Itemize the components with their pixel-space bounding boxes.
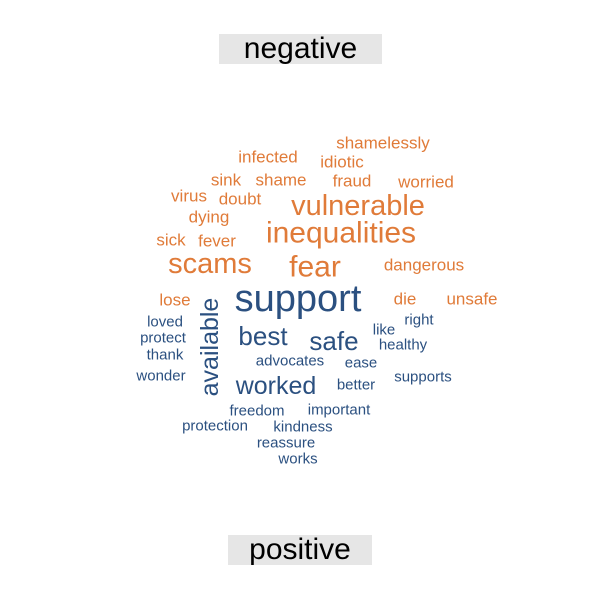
word-advocates: advocates <box>256 353 324 370</box>
word-reassure: reassure <box>257 435 315 452</box>
word-better: better <box>337 377 375 394</box>
word-protection: protection <box>182 418 248 435</box>
word-safe: safe <box>309 326 358 356</box>
word-scams: scams <box>168 248 252 280</box>
word-protect: protect <box>140 330 187 347</box>
word-support: support <box>235 278 362 320</box>
word-doubt: doubt <box>219 190 262 209</box>
word-thank: thank <box>147 347 184 364</box>
word-unsafe: unsafe <box>446 290 497 309</box>
word-best: best <box>238 321 288 351</box>
word-shame: shame <box>255 171 306 190</box>
word-fear: fear <box>289 251 341 284</box>
word-kindness: kindness <box>273 419 332 436</box>
word-ease: ease <box>345 355 378 372</box>
word-sink: sink <box>211 171 242 190</box>
word-right: right <box>404 312 434 329</box>
word-die: die <box>394 290 417 309</box>
word-fraud: fraud <box>333 172 372 191</box>
positive-group-label: positive <box>228 535 372 565</box>
word-loved: loved <box>147 314 183 331</box>
word-vulnerable: vulnerable <box>291 190 425 222</box>
word-like: like <box>373 322 396 339</box>
word-dangerous: dangerous <box>384 256 464 275</box>
word-fever: fever <box>198 232 236 251</box>
word-infected: infected <box>238 148 298 167</box>
word-virus: virus <box>171 187 207 206</box>
word-worked: worked <box>235 372 317 400</box>
word-freedom: freedom <box>229 403 284 420</box>
word-available: available <box>196 298 224 397</box>
word-dying: dying <box>189 208 230 227</box>
word-lose: lose <box>159 291 190 310</box>
word-inequalities: inequalities <box>266 217 416 250</box>
word-shamelessly: shamelessly <box>336 134 430 153</box>
word-healthy: healthy <box>379 337 428 354</box>
word-worried: worried <box>397 173 454 192</box>
word-supports: supports <box>394 369 452 386</box>
word-sick: sick <box>156 231 186 250</box>
word-wonder: wonder <box>135 368 185 385</box>
word-important: important <box>308 402 371 419</box>
word-works: works <box>277 451 317 468</box>
word-idiotic: idiotic <box>320 153 364 172</box>
negative-group-label: negative <box>219 34 382 64</box>
